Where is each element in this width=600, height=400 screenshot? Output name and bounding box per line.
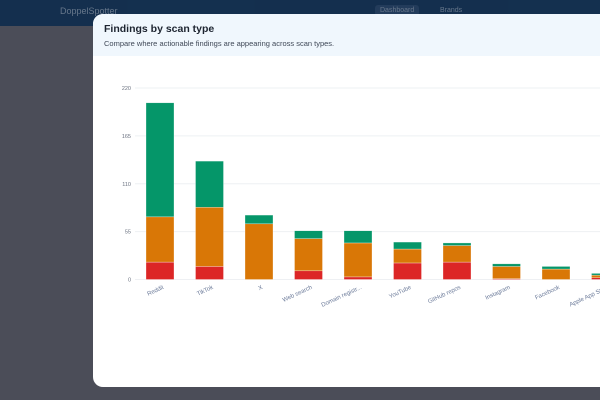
nav-dashboard[interactable]: Dashboard [375,5,420,16]
x-tick-label: Reddit [147,285,166,298]
bar-segment [442,245,472,263]
y-tick-label: 220 [122,86,131,92]
bar-segment [145,102,175,218]
bar-segment [442,242,472,246]
bar-segment [442,261,472,280]
bar-segment [393,262,422,280]
bar-segment [294,238,323,272]
bar-segment [294,270,323,280]
x-tick-label: X [258,285,264,292]
bar-segment [195,160,224,208]
bar-segment [492,263,521,267]
bar-segment [195,207,224,267]
y-tick-label: 110 [122,182,131,188]
bar-segment [343,276,373,280]
bar-segment [244,223,274,280]
nav-brands[interactable]: Brands [440,7,463,14]
modal-subtitle: Compare where actionable findings are ap… [104,39,335,48]
brand-name: DoppelSpotter [60,6,118,16]
x-tick-label: Apple App Sto... [569,285,600,309]
bar-segment [591,273,600,276]
y-tick-label: 0 [128,278,131,284]
bar-segment [591,277,600,280]
y-tick-label: 165 [122,134,131,140]
bar-segment [294,230,323,239]
stacked-bar-chart: 0 55 110 165 220 Reddit TikTok X Web search Domai… [122,86,600,309]
chart-modal: Findings by scan type Compare where acti… [93,14,600,387]
x-tick-label: Web search [282,285,313,304]
x-tick-label: Instagram [485,285,512,302]
bar-segment [244,214,274,225]
bar-segment [145,261,175,280]
bar-segment [343,242,373,278]
modal-title: Findings by scan type [104,23,215,35]
bar-segment [145,216,175,263]
x-tick-label: Facebook [534,284,561,301]
x-tick-label: Domain registr... [321,285,363,309]
bar-segment [343,230,373,244]
x-tick-label: YouTube [388,285,413,301]
bar-segment [195,266,224,280]
x-tick-label: TikTok [196,284,215,297]
y-tick-label: 55 [125,230,131,236]
x-tick-label: GitHub repos [427,285,462,305]
bar-segment [591,274,600,279]
modal-header: Findings by scan type Compare where acti… [93,14,600,56]
bar-segment [393,248,422,264]
bar-segment [541,266,571,270]
bar-segment [541,268,571,280]
bar-segment [393,241,422,250]
bar-segment [492,266,521,279]
